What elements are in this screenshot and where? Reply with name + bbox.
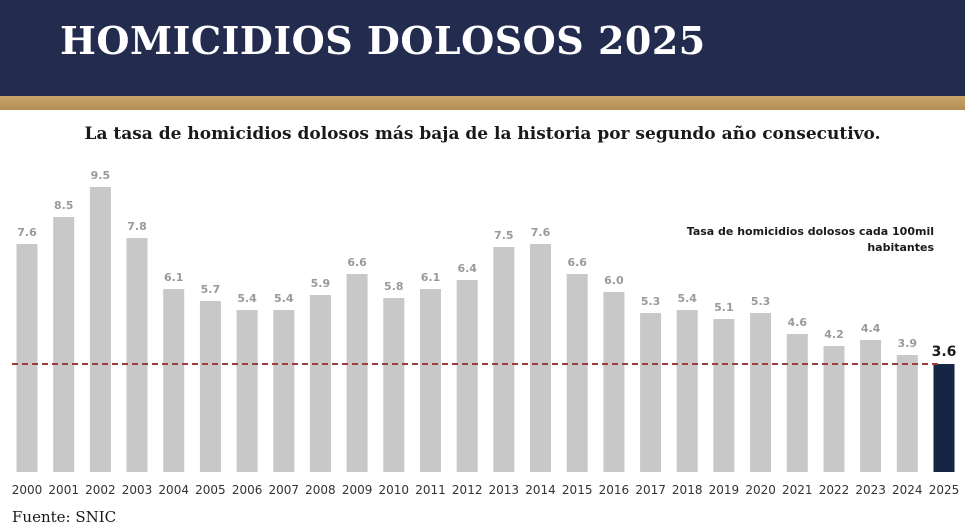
- value-label-2018: 5.4: [677, 292, 697, 305]
- page-title: HOMICIDIOS DOLOSOS 2025: [60, 18, 706, 63]
- bar-2014: [530, 244, 551, 472]
- value-label-2004: 6.1: [164, 271, 184, 284]
- value-label-2000: 7.6: [17, 226, 37, 239]
- x-tick-label-2008: 2008: [305, 483, 336, 497]
- bar-2024: [896, 355, 918, 472]
- value-label-2006: 5.4: [237, 292, 257, 305]
- bar-2000: [16, 244, 38, 472]
- x-tick-label-2001: 2001: [48, 483, 79, 497]
- x-tick-label-2004: 2004: [158, 483, 189, 497]
- bar-2023: [860, 340, 882, 472]
- x-tick-label-2016: 2016: [599, 483, 630, 497]
- x-tick-label-2005: 2005: [195, 483, 226, 497]
- bar-2016: [603, 292, 625, 472]
- bar-2004: [163, 289, 185, 472]
- x-tick-label-2023: 2023: [855, 483, 886, 497]
- value-label-2022: 4.2: [824, 328, 844, 341]
- value-label-2005: 5.7: [201, 283, 221, 296]
- x-tick-label-2007: 2007: [269, 483, 300, 497]
- bar-2022: [823, 346, 845, 472]
- x-tick-label-2022: 2022: [819, 483, 850, 497]
- value-label-2008: 5.9: [311, 277, 331, 290]
- x-tick-label-2011: 2011: [415, 483, 446, 497]
- x-tick-label-2019: 2019: [709, 483, 740, 497]
- header-banner: HOMICIDIOS DOLOSOS 2025: [0, 0, 965, 96]
- x-tick-label-2025: 2025: [929, 483, 960, 497]
- x-tick-label-2014: 2014: [525, 483, 556, 497]
- bar-2013: [493, 247, 515, 472]
- value-label-2009: 6.6: [347, 256, 367, 269]
- x-tick-label-2015: 2015: [562, 483, 593, 497]
- value-label-2012: 6.4: [457, 262, 477, 275]
- value-label-2014: 7.6: [531, 226, 551, 239]
- x-tick-label-2020: 2020: [745, 483, 776, 497]
- bar-2005: [199, 301, 221, 472]
- x-tick-label-2021: 2021: [782, 483, 813, 497]
- bar-2025: [933, 364, 955, 472]
- value-label-2016: 6.0: [604, 274, 624, 287]
- bar-2008: [309, 295, 331, 472]
- gold-divider: [0, 96, 965, 110]
- x-tick-label-2012: 2012: [452, 483, 483, 497]
- bar-2020: [750, 313, 772, 472]
- x-tick-label-2003: 2003: [122, 483, 153, 497]
- bar-2018: [676, 310, 698, 472]
- x-tick-label-2018: 2018: [672, 483, 703, 497]
- value-label-2024: 3.9: [898, 337, 918, 350]
- bar-2021: [786, 334, 808, 472]
- value-label-2020: 5.3: [751, 295, 771, 308]
- value-label-2001: 8.5: [54, 199, 74, 212]
- bar-2006: [236, 310, 258, 472]
- x-tick-label-2024: 2024: [892, 483, 923, 497]
- bar-2012: [456, 280, 478, 472]
- bar-2011: [420, 289, 441, 472]
- source-note: Fuente: SNIC: [12, 508, 117, 526]
- legend-note: Tasa de homicidios dolosos cada 100mil h…: [686, 225, 934, 254]
- value-label-2010: 5.8: [384, 280, 404, 293]
- bar-2007: [273, 310, 295, 472]
- bar-2003: [126, 238, 148, 472]
- bar-2015: [566, 274, 588, 472]
- bar-2019: [713, 319, 735, 472]
- bar-2010: [383, 298, 405, 472]
- value-label-2025: 3.6: [932, 344, 957, 360]
- x-tick-label-2013: 2013: [489, 483, 520, 497]
- x-tick-label-2006: 2006: [232, 483, 263, 497]
- x-tick-label-2002: 2002: [85, 483, 116, 497]
- value-label-2015: 6.6: [567, 256, 587, 269]
- bar-2017: [640, 313, 662, 472]
- value-label-2003: 7.8: [127, 220, 147, 233]
- value-label-2011: 6.1: [421, 271, 441, 284]
- value-label-2023: 4.4: [861, 322, 881, 335]
- value-label-2002: 9.5: [91, 169, 111, 182]
- bar-2001: [53, 217, 75, 472]
- bar-2009: [346, 274, 368, 472]
- value-label-2013: 7.5: [494, 229, 514, 242]
- value-label-2019: 5.1: [714, 301, 734, 314]
- value-label-2021: 4.6: [788, 316, 808, 329]
- value-label-2017: 5.3: [641, 295, 661, 308]
- x-tick-label-2017: 2017: [635, 483, 666, 497]
- x-tick-label-2009: 2009: [342, 483, 373, 497]
- value-label-2007: 5.4: [274, 292, 294, 305]
- chart-subtitle: La tasa de homicidios dolosos más baja d…: [84, 124, 881, 144]
- x-tick-label-2000: 2000: [12, 483, 43, 497]
- x-tick-label-2010: 2010: [379, 483, 410, 497]
- bar-2002: [89, 187, 111, 472]
